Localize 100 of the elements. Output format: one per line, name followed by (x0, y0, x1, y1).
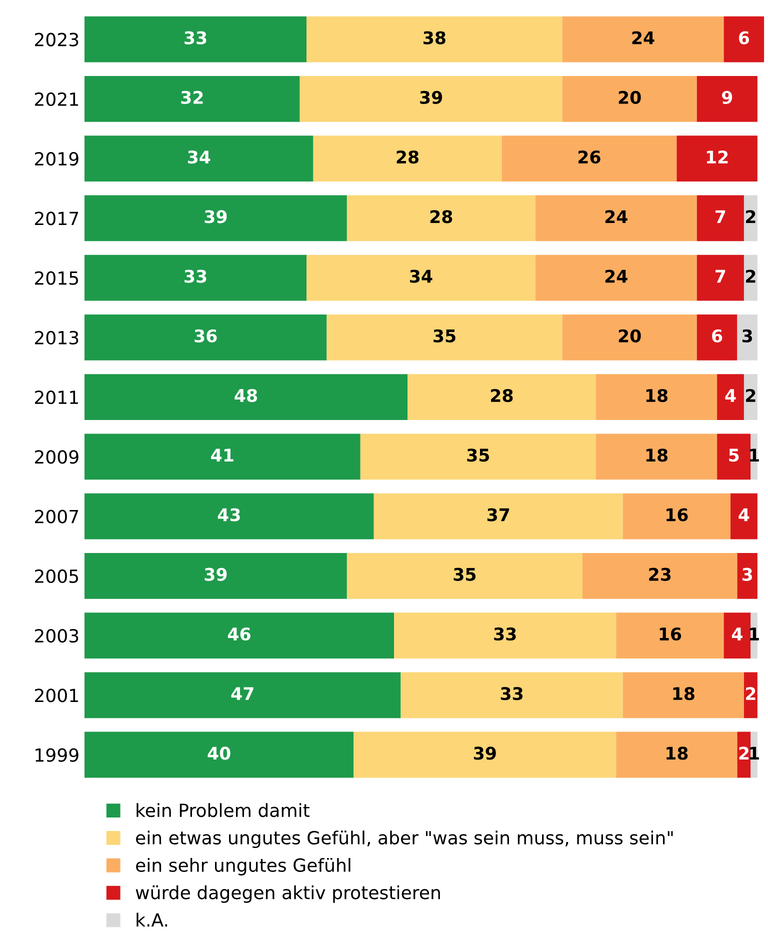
bar (622, 672, 744, 718)
data-label: 6 (739, 31, 750, 44)
data-label: 9 (722, 90, 732, 104)
bar (562, 314, 697, 360)
data-label: 18 (666, 746, 688, 760)
data-label: 5 (729, 448, 739, 462)
bar (84, 254, 307, 301)
data-label: 23 (649, 568, 671, 581)
data-label: 2 (746, 210, 756, 223)
data-label: 18 (646, 388, 668, 402)
bar (84, 16, 307, 62)
data-label: 4 (725, 389, 736, 402)
data-label: 20 (618, 329, 641, 342)
data-label: 24 (605, 270, 628, 283)
data-label: 38 (423, 31, 446, 44)
bar (737, 314, 758, 360)
bar (582, 552, 738, 599)
bar (616, 612, 724, 658)
data-label: 40 (208, 746, 230, 760)
bar (354, 732, 616, 778)
bar (84, 314, 327, 360)
bar (84, 732, 354, 778)
data-label: 3 (742, 568, 752, 581)
data-label: 18 (646, 448, 668, 462)
y-tick-label: 2005 (34, 569, 78, 584)
bar (84, 612, 394, 658)
data-label: 4 (738, 508, 750, 522)
data-label: 35 (454, 568, 476, 581)
data-label: 34 (410, 270, 432, 283)
bar (374, 493, 623, 540)
bar (724, 16, 764, 62)
data-label: 39 (420, 90, 442, 104)
y-tick-label: 2013 (34, 330, 78, 345)
bar (84, 76, 300, 122)
data-label: 6 (712, 329, 722, 342)
bar (535, 195, 697, 242)
data-label: 33 (500, 687, 523, 700)
bar (535, 254, 697, 301)
bar (676, 136, 758, 182)
bar (596, 374, 718, 420)
y-tick-label: 2009 (34, 450, 78, 464)
bar (84, 672, 401, 718)
bar (394, 612, 616, 658)
data-label: 2 (746, 270, 756, 283)
data-label: 18 (673, 687, 694, 700)
data-label: 28 (396, 150, 418, 164)
data-label: 7 (716, 270, 726, 283)
bar (84, 552, 347, 599)
bar (696, 195, 744, 242)
bar (84, 434, 360, 480)
y-tick-label: 2011 (34, 390, 78, 404)
data-label: 2 (746, 388, 756, 402)
bar (84, 493, 374, 540)
data-label: 2 (746, 687, 756, 700)
data-label: 47 (231, 687, 254, 700)
data-label: 36 (194, 329, 217, 342)
data-label: 2 (739, 746, 749, 760)
data-label: 4 (732, 628, 742, 640)
data-label: 32 (181, 90, 203, 104)
data-label: 16 (666, 508, 688, 522)
y-tick-label: 2003 (34, 628, 78, 643)
legend-label: ein sehr ungutes Gefühl (136, 858, 350, 876)
bar (696, 76, 758, 122)
data-label: 12 (706, 150, 728, 164)
y-tick-label: 2021 (34, 92, 78, 106)
bar (730, 493, 758, 540)
bar (346, 552, 582, 599)
legend-label: k.A. (136, 912, 168, 926)
data-label: 39 (204, 210, 227, 224)
bar (724, 612, 751, 658)
y-tick-label: 2001 (34, 688, 78, 702)
data-label: 28 (491, 388, 513, 402)
bar (562, 76, 697, 122)
bar (84, 374, 408, 420)
bar (326, 314, 562, 360)
y-tick-label: 2015 (34, 271, 78, 285)
legend-label: ein etwas ungutes Gefühl, aber "was sein muss, muss sein" (136, 830, 673, 848)
data-label: 37 (487, 508, 510, 522)
data-label: 41 (211, 448, 234, 462)
data-label: 39 (474, 746, 496, 760)
bar (596, 434, 718, 480)
data-label: 33 (184, 31, 206, 44)
data-label: 28 (430, 210, 452, 224)
bar (622, 493, 731, 540)
y-tick-label: 1999 (36, 748, 78, 762)
data-label: 48 (234, 388, 257, 402)
bar (696, 314, 738, 360)
legend-label: würde dagegen aktiv protestieren (136, 885, 440, 903)
bar (400, 672, 623, 718)
data-label: 24 (632, 31, 654, 44)
bar (84, 136, 314, 182)
data-label: 46 (228, 627, 250, 641)
bar (616, 732, 738, 778)
data-label: 26 (578, 150, 600, 164)
data-label: 34 (188, 150, 210, 164)
bar (346, 195, 536, 242)
bar (562, 16, 724, 62)
bar (313, 136, 502, 182)
y-tick-label: 2019 (34, 152, 78, 166)
bar (306, 254, 536, 301)
